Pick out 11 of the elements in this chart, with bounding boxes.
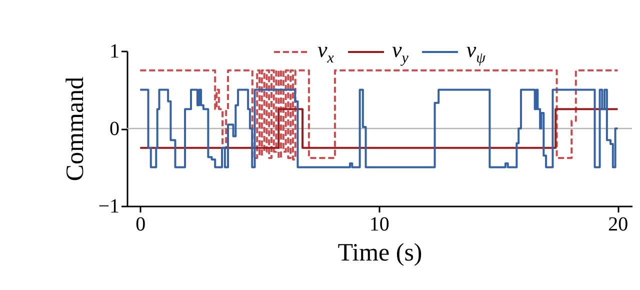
y-axis-title: Command — [62, 76, 90, 182]
legend-label: v$_{ψ}$ — [466, 37, 486, 68]
y-tick-label: 0 — [110, 118, 120, 140]
y-tick-label: −1 — [98, 196, 120, 218]
legend-label: v$_{y}$ — [392, 37, 408, 68]
x-tick-label: 0 — [136, 214, 146, 236]
x-tick-label: 10 — [369, 214, 390, 236]
x-tick-label: 20 — [608, 214, 628, 236]
y-tick-label: 1 — [110, 40, 120, 62]
legend-label: v$_{x}$ — [318, 37, 334, 68]
x-axis-title: Time (s) — [338, 240, 422, 266]
